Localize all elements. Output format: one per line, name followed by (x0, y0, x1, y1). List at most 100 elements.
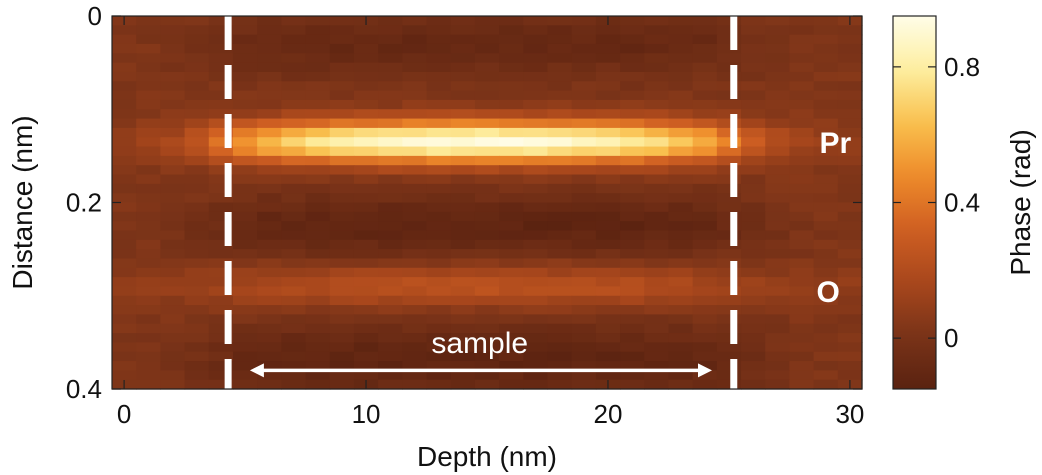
heatmap-cell (426, 90, 452, 101)
heatmap-cell (668, 230, 694, 241)
heatmap-cell (620, 183, 645, 194)
sample-overlay (224, 16, 738, 389)
heatmap-cell (353, 305, 379, 315)
heatmap-cell (571, 99, 597, 110)
heatmap-cell (208, 34, 234, 45)
heatmap-cell (232, 146, 258, 157)
heatmap-cell (789, 277, 815, 288)
heatmap-cell (765, 258, 791, 269)
heatmap-cell (450, 361, 476, 371)
y-tick-label: 0.2 (66, 188, 102, 218)
heatmap-cell (160, 71, 186, 82)
heatmap-cell (378, 81, 403, 92)
heatmap-cell (765, 342, 791, 353)
heatmap-cell (620, 81, 645, 92)
heatmap-cell (837, 239, 863, 250)
heatmap-cell (353, 249, 379, 260)
heatmap-cell (595, 258, 621, 269)
heatmap-cell (208, 239, 234, 250)
heatmap-cell (426, 109, 452, 120)
heatmap-cell (353, 230, 379, 241)
heatmap-cell (644, 183, 670, 194)
heatmap-cell (474, 174, 500, 185)
heatmap-cell (378, 137, 403, 148)
heatmap-cell (208, 118, 234, 129)
heatmap-cell (668, 379, 694, 390)
heatmap-cell (474, 146, 500, 157)
heatmap-cell (837, 155, 863, 166)
heatmap-cell (765, 165, 791, 176)
heatmap-cell (426, 249, 452, 260)
heatmap-cell (716, 323, 742, 334)
heatmap-cell (426, 351, 452, 362)
heatmap-cell (668, 267, 694, 278)
heatmap-cell (305, 202, 331, 213)
heatmap-cell (136, 16, 161, 26)
heatmap-cell (232, 342, 258, 353)
heatmap-cell (595, 109, 621, 120)
heatmap-cell (112, 62, 137, 73)
heatmap-cell (281, 333, 307, 343)
heatmap-cell (499, 333, 524, 343)
heatmap-cell (789, 230, 815, 241)
heatmap-cell (741, 34, 766, 45)
heatmap-cell (474, 183, 500, 194)
heatmap-cell (692, 333, 718, 343)
heatmap-cell (426, 118, 452, 129)
heatmap-cell (595, 193, 621, 204)
heatmap-cell (281, 202, 307, 213)
heatmap-cell (232, 305, 258, 315)
heatmap-cell (692, 71, 718, 82)
heatmap-cell (208, 165, 234, 176)
heatmap-cell (160, 351, 186, 362)
heatmap-cell (474, 342, 500, 353)
heatmap-cell (523, 71, 549, 82)
heatmap-cell (474, 90, 500, 101)
heatmap-cell (692, 314, 718, 325)
heatmap-cell (523, 221, 549, 232)
heatmap-cell (523, 258, 549, 269)
heatmap-cell (353, 277, 379, 288)
heatmap-cell (450, 165, 476, 176)
heatmap-cell (595, 295, 621, 306)
colorbar-tick-label: 0.4 (944, 188, 980, 218)
heatmap-cell (305, 81, 331, 92)
heatmap-cell (378, 295, 403, 306)
heatmap-cell (741, 267, 766, 278)
heatmap-cell (668, 81, 694, 92)
heatmap-cell (329, 379, 355, 390)
heatmap-cell (547, 323, 573, 334)
heatmap-cell (450, 193, 476, 204)
heatmap-cell (644, 249, 670, 260)
heatmap-cell (716, 174, 742, 185)
heatmap-cell (329, 333, 355, 343)
heatmap-cell (741, 109, 766, 120)
heatmap-cell (136, 305, 161, 315)
heatmap-cell (257, 305, 282, 315)
heatmap-cell (644, 193, 670, 204)
heatmap-cell (160, 118, 186, 129)
heatmap-cell (620, 351, 645, 362)
heatmap-cell (765, 183, 791, 194)
heatmap-cell (499, 239, 524, 250)
heatmap-cell (716, 155, 742, 166)
heatmap-cell (329, 99, 355, 110)
heatmap-cell (789, 99, 815, 110)
heatmap-cell (789, 314, 815, 325)
heatmap-cell (426, 370, 452, 381)
heatmap-cell (499, 155, 524, 166)
heatmap-cell (474, 155, 500, 166)
heatmap-cell (232, 333, 258, 343)
heatmap-cell (136, 137, 161, 148)
heatmap-cell (668, 16, 694, 26)
heatmap-cell (329, 351, 355, 362)
heatmap-cell (208, 127, 234, 138)
heatmap-cell (813, 221, 839, 232)
heatmap-cell (595, 118, 621, 129)
heatmap-cell (789, 155, 815, 166)
heatmap-cell (741, 127, 766, 138)
heatmap-cell (160, 155, 186, 166)
heatmap-cell (837, 146, 863, 157)
heatmap-cell (402, 25, 428, 36)
heatmap-cell (160, 249, 186, 260)
